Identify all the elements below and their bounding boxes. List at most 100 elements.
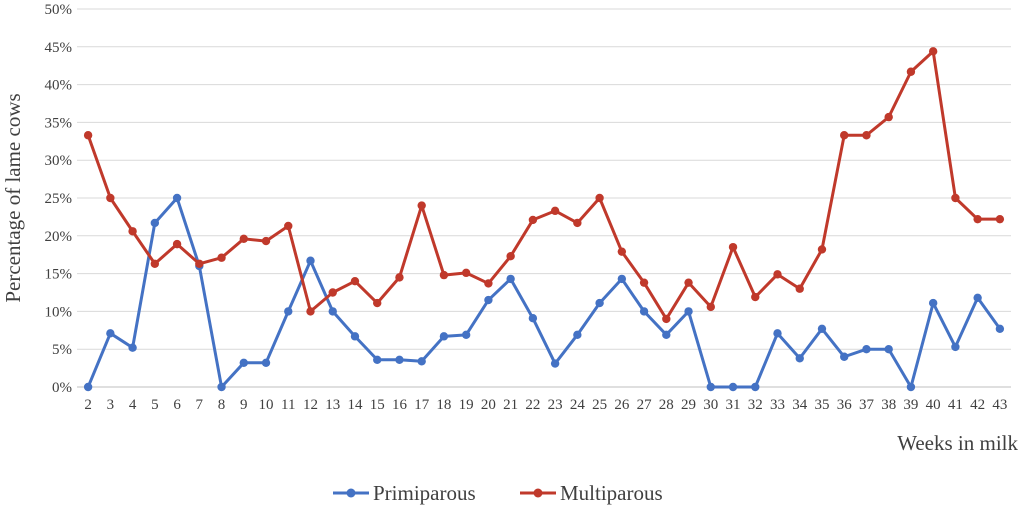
x-tick-label: 16	[392, 397, 408, 413]
data-point	[150, 218, 160, 228]
data-point	[261, 358, 271, 368]
data-point	[417, 357, 426, 366]
data-point	[795, 354, 804, 363]
data-point	[439, 332, 449, 341]
x-tick-label: 38	[881, 397, 896, 413]
series-line	[86, 49, 1002, 321]
legend-marker	[346, 488, 356, 498]
x-tick-label: 2	[84, 397, 92, 413]
data-point	[595, 298, 604, 308]
x-tick-label: 37	[859, 397, 875, 413]
data-point	[928, 298, 938, 308]
x-tick-label: 22	[525, 397, 540, 413]
data-point	[817, 324, 827, 333]
data-point	[261, 236, 271, 246]
data-point	[528, 314, 538, 323]
data-point	[973, 214, 982, 224]
data-point	[239, 234, 248, 244]
data-point	[550, 359, 560, 368]
y-tick-label: 30%	[45, 153, 73, 169]
x-tick-label: 23	[548, 397, 563, 413]
x-tick-label: 6	[173, 397, 181, 413]
data-point	[284, 221, 293, 231]
data-point	[128, 343, 137, 352]
data-point	[684, 307, 693, 316]
data-point	[906, 382, 916, 392]
data-point	[306, 256, 315, 265]
x-tick-label: 26	[614, 397, 630, 413]
data-point	[817, 245, 827, 254]
data-point	[928, 47, 938, 56]
data-point	[795, 284, 804, 293]
data-point	[573, 330, 582, 340]
x-tick-label: 18	[436, 397, 451, 413]
data-point	[662, 314, 671, 324]
data-point	[106, 329, 115, 338]
data-point	[906, 67, 916, 76]
series-multiparous	[83, 47, 1005, 324]
data-point	[995, 214, 1005, 224]
legend: Primiparous Multiparous	[333, 481, 663, 505]
data-point	[328, 288, 337, 297]
gridlines	[77, 8, 1011, 388]
x-tick-label: 29	[681, 397, 696, 413]
data-point	[995, 324, 1005, 333]
data-point	[862, 131, 871, 140]
data-point	[350, 276, 360, 286]
data-point	[728, 382, 738, 392]
data-point	[573, 218, 582, 228]
data-point	[484, 295, 493, 305]
data-point	[106, 193, 115, 203]
data-point	[239, 358, 248, 368]
data-point	[639, 307, 649, 316]
legend-item-multiparous: Multiparous	[520, 481, 663, 505]
legend-marker	[533, 488, 543, 498]
x-tick-label: 27	[637, 397, 653, 413]
x-tick-label: 9	[240, 397, 248, 413]
data-point	[172, 193, 182, 203]
x-tick-label: 33	[770, 397, 785, 413]
data-point	[706, 302, 715, 312]
legend-label: Multiparous	[560, 481, 663, 505]
series-primiparous	[83, 193, 1005, 392]
y-tick-label: 40%	[45, 78, 73, 94]
series-lines	[83, 47, 1005, 392]
legend-item-primiparous: Primiparous	[333, 481, 476, 505]
x-tick-label: 12	[303, 397, 318, 413]
data-point	[217, 382, 226, 392]
data-point	[951, 193, 960, 203]
data-point	[951, 342, 960, 352]
data-point	[550, 206, 560, 216]
legend-label: Primiparous	[373, 481, 476, 505]
data-point	[195, 259, 204, 268]
data-point	[973, 293, 982, 302]
data-point	[484, 279, 493, 288]
x-tick-label: 7	[196, 397, 204, 413]
data-point	[83, 382, 93, 392]
x-tick-label: 15	[370, 397, 385, 413]
x-tick-label: 8	[218, 397, 226, 413]
series-line	[86, 196, 1002, 389]
y-tick-label: 0%	[52, 380, 72, 396]
y-tick-labels: 0% 5% 10% 15% 20% 25% 30% 35% 40% 45% 50%	[45, 2, 73, 396]
x-tick-label: 31	[726, 397, 741, 413]
x-tick-label: 43	[992, 397, 1007, 413]
data-point	[284, 307, 293, 316]
data-point	[417, 201, 426, 210]
data-point	[773, 270, 782, 279]
data-point	[439, 270, 449, 280]
x-tick-label: 35	[814, 397, 829, 413]
x-tick-label: 39	[903, 397, 918, 413]
data-point	[662, 330, 671, 340]
data-point	[373, 298, 382, 308]
y-tick-label: 15%	[45, 267, 73, 283]
y-tick-label: 35%	[45, 115, 73, 131]
data-point	[773, 329, 782, 338]
x-tick-label: 28	[659, 397, 674, 413]
data-point	[217, 253, 226, 262]
data-point	[506, 274, 515, 284]
data-point	[884, 112, 893, 122]
x-tick-label: 32	[748, 397, 763, 413]
data-point	[884, 345, 893, 354]
